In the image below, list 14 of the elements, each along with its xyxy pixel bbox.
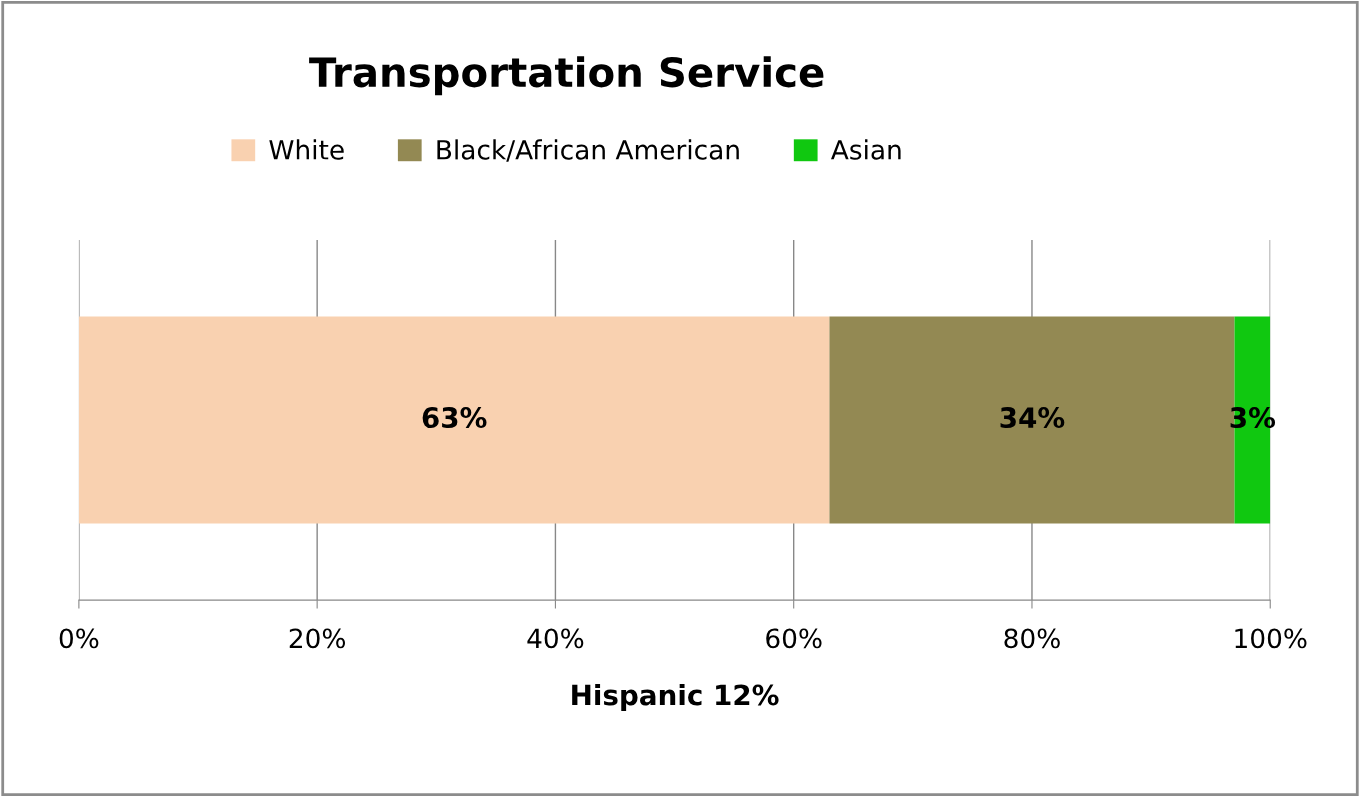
- legend-label: White: [269, 139, 344, 160]
- legend-label: Asian: [830, 139, 901, 160]
- chart-title: Transportation Service: [309, 56, 824, 96]
- data-label: 34%: [1000, 407, 1065, 429]
- data-label: 63%: [422, 407, 487, 429]
- legend-label: Black/African American: [437, 139, 739, 162]
- x-tick-label: 80%: [1004, 628, 1060, 649]
- x-tick-label: 40%: [527, 628, 584, 649]
- x-tick-label: 60%: [766, 628, 822, 649]
- x-tick-label: 0%: [59, 628, 99, 649]
- bar: [78, 316, 830, 524]
- x-axis-title: Hispanic 12%: [572, 684, 779, 711]
- x-tick-label: 20%: [289, 628, 346, 649]
- x-tick-label: 100%: [1235, 628, 1307, 649]
